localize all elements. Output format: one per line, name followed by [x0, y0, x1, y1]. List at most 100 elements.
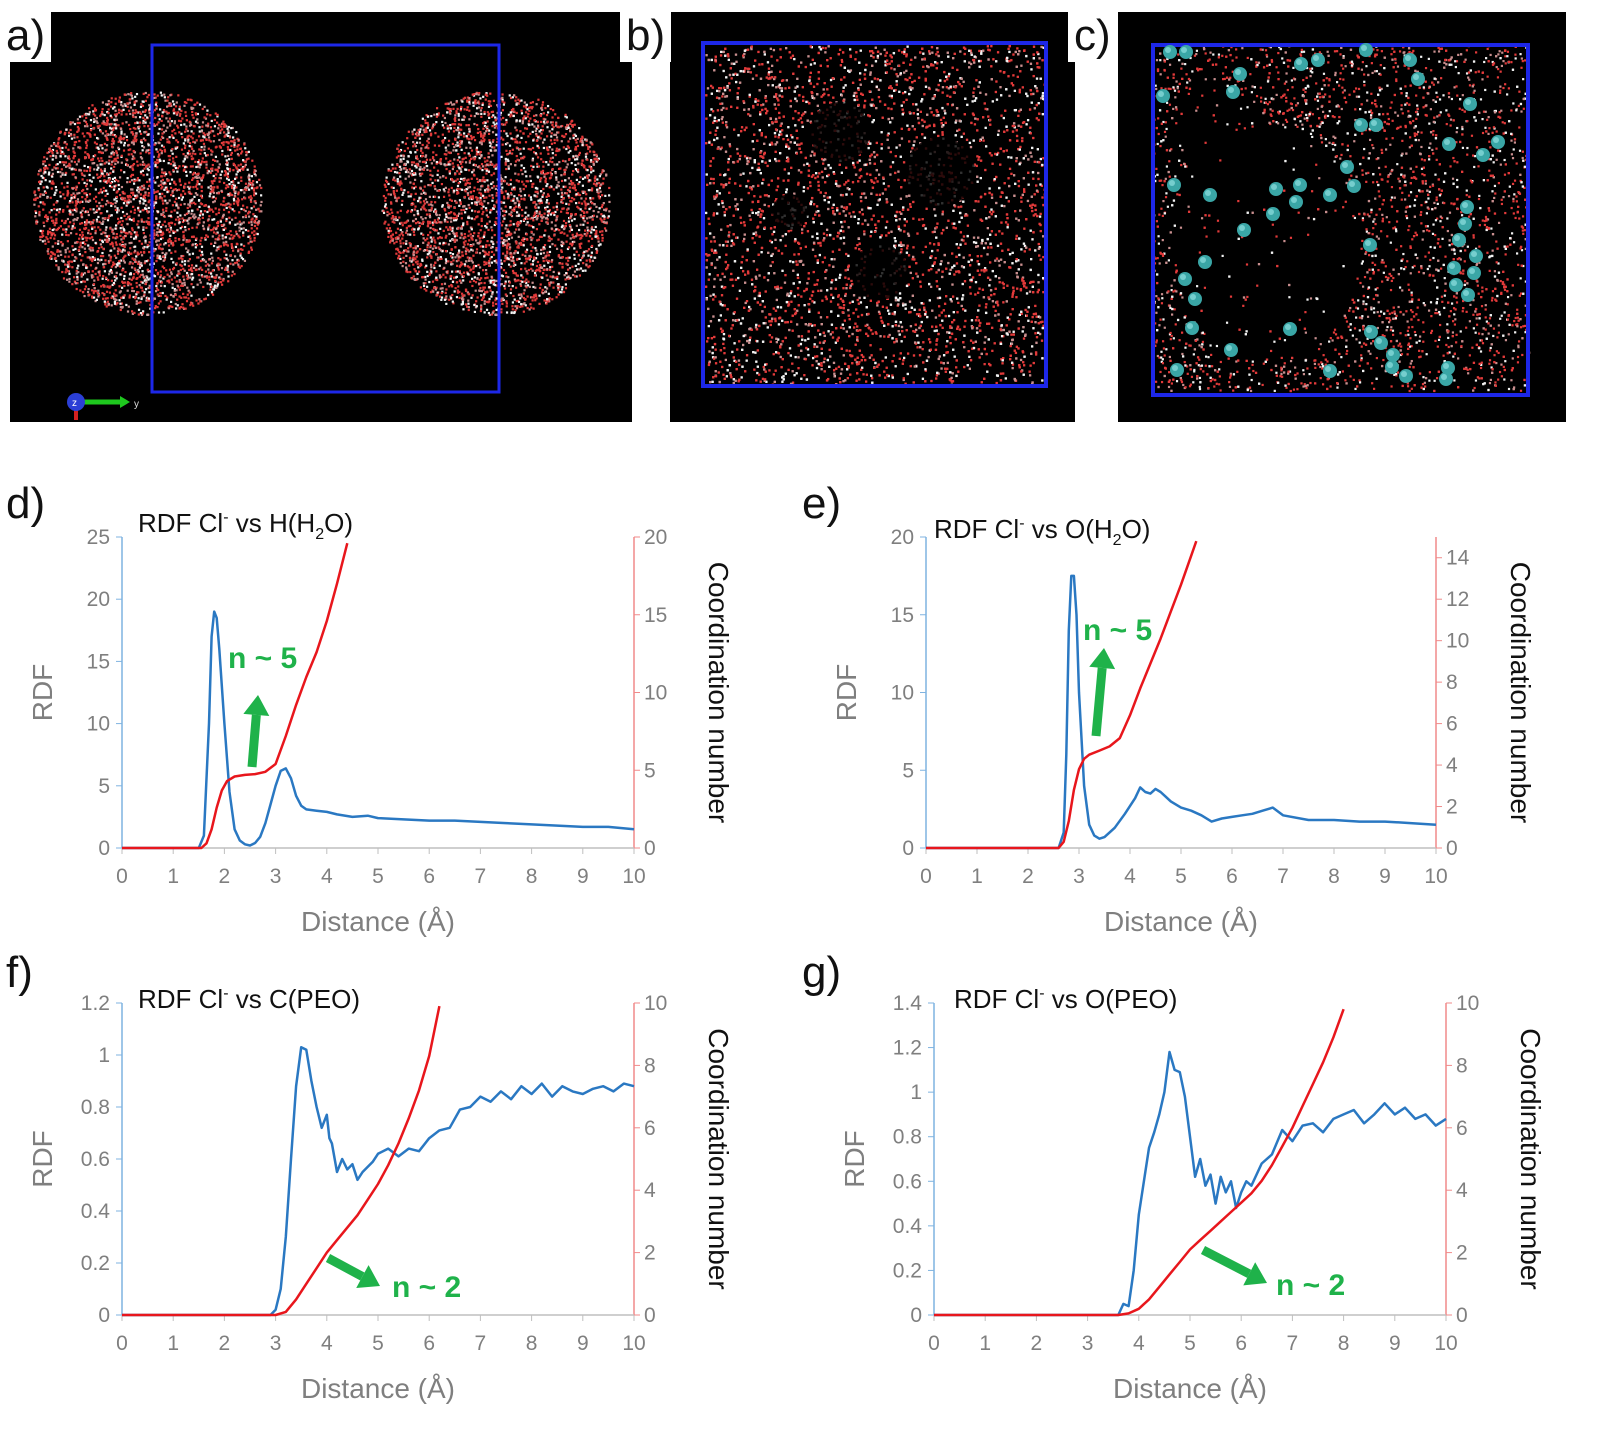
- y-tick-label: 5: [902, 759, 914, 782]
- x-tick-label: 3: [270, 1332, 282, 1355]
- x-axis-label: Distance (Å): [301, 906, 455, 937]
- y-tick-label: 5: [98, 775, 110, 798]
- y-tick-label: 1: [910, 1081, 922, 1104]
- panel-label-b: b): [620, 10, 672, 62]
- y2-tick-label: 0: [1456, 1304, 1468, 1327]
- x-tick-label: 8: [526, 1332, 538, 1355]
- y2-tick-label: 5: [644, 759, 656, 782]
- annotation-arrowhead: [243, 695, 270, 717]
- x-tick-label: 4: [1133, 1332, 1145, 1355]
- chart-panel-e: e)0 1 2 3 4 5 6 7 8 9 100510152002468101214Distanc…: [802, 479, 1536, 937]
- y2-tick-label: 20: [644, 526, 667, 549]
- x-tick-label: 1: [971, 865, 983, 888]
- y-tick-label: 0.8: [893, 1126, 922, 1149]
- x-tick-label: 6: [423, 1332, 435, 1355]
- x-tick-label: 0: [116, 865, 128, 888]
- rdf-series-line: [926, 574, 1437, 850]
- y-tick-label: 1: [98, 1044, 110, 1067]
- x-tick-label: 10: [622, 1332, 645, 1355]
- simulation-box: [1151, 43, 1530, 397]
- z-axis-label: z: [72, 398, 77, 409]
- simulation-box: [150, 43, 501, 394]
- panel-label: e): [802, 479, 841, 528]
- chart-panel-g: g) 0 1 2 3 4 5 6 7 8 9 10 0 0.2 0.4 0.6 0.8 1 1.2 1.4 0 2 4 6 8 1…: [802, 948, 1546, 1404]
- x-tick-label: 4: [1124, 865, 1136, 888]
- x-tick-label: 3: [1073, 865, 1085, 888]
- x-tick-label: 8: [1328, 865, 1340, 888]
- y2-tick-label: 6: [1446, 713, 1458, 736]
- y2-tick-label: 10: [644, 992, 667, 1015]
- x-tick-label: 4: [321, 865, 333, 888]
- coordination-series-line: [934, 1008, 1345, 1317]
- annotation-arrowhead: [1243, 1262, 1267, 1286]
- y-tick-label: 0.6: [893, 1170, 922, 1193]
- y2-tick-label: 0: [1446, 837, 1458, 860]
- chloride-ions: [1156, 43, 1505, 386]
- x-tick-label: 2: [219, 865, 231, 888]
- y-tick-label: 0: [902, 837, 914, 860]
- y2-tick-label: 0: [644, 1304, 656, 1327]
- y-tick-label: 20: [87, 588, 110, 611]
- y-tick-label: 1.2: [893, 1037, 922, 1060]
- x-tick-label: 6: [1235, 1332, 1247, 1355]
- y2-tick-label: 4: [1446, 754, 1458, 777]
- x-tick-label: 10: [1424, 865, 1447, 888]
- x-tick-label: 10: [1434, 1332, 1457, 1355]
- x-tick-label: 3: [1082, 1332, 1094, 1355]
- chart-title: RDF Cl- vs C(PEO): [138, 984, 360, 1014]
- y-tick-label: 20: [891, 526, 914, 549]
- x-tick-label: 7: [475, 1332, 487, 1355]
- annotation-arrowhead: [356, 1265, 380, 1288]
- y-arrowhead: [120, 396, 130, 408]
- x-tick-label: 2: [1022, 865, 1034, 888]
- y2-tick-label: 15: [644, 604, 667, 627]
- chart-panel-d: d) 0 1 2 3 4 5 6 7 8 9 10 0 5 10 15 20 25 0 5 10 15 20 Distance…: [6, 479, 734, 937]
- water-molecules: [381, 91, 611, 317]
- y-tick-label: 0: [98, 1304, 110, 1327]
- x-tick-label: 5: [1175, 865, 1187, 888]
- y-tick-label: 0.4: [81, 1200, 111, 1223]
- y2-tick-label: 8: [1456, 1054, 1468, 1077]
- x-tick-label: 10: [622, 865, 645, 888]
- y-axis-label: RDF: [831, 664, 862, 722]
- x-tick-label: 9: [577, 1332, 589, 1355]
- chart-title: RDF Cl- vs O(H2O): [934, 514, 1150, 549]
- y-tick-label: 0: [98, 837, 110, 860]
- coordination-series-line: [122, 1005, 441, 1317]
- x-tick-label: 0: [928, 1332, 940, 1355]
- chart-title: RDF Cl- vs O(PEO): [954, 984, 1177, 1014]
- panel-label: g): [802, 948, 841, 997]
- y2-axis-label: Coordination number: [703, 562, 734, 824]
- snapshot-b-svg: [701, 41, 1048, 388]
- coordination-series-line: [122, 542, 349, 850]
- x-tick-label: 0: [116, 1332, 128, 1355]
- y2-tick-label: 2: [1456, 1242, 1468, 1265]
- y-tick-label: 0: [910, 1304, 922, 1327]
- x-tick-label: 5: [372, 1332, 384, 1355]
- y-axis-label: RDF: [839, 1130, 870, 1188]
- chart-panel-f: f) 0 1 2 3 4 5 6 7 8 9 10 0 0.2 0.4 0.6 0.8 1 1.2 0 2 4 6 8 10 Di…: [6, 948, 734, 1404]
- x-tick-label: 1: [167, 1332, 179, 1355]
- panel-label-c: c): [1068, 10, 1117, 62]
- n-approx-2-annotation: n ~ 2: [1276, 1269, 1345, 1302]
- y-tick-label: 15: [87, 650, 110, 673]
- x-tick-label: 8: [526, 865, 538, 888]
- annotation-arrow-shaft: [1200, 1246, 1252, 1278]
- y2-tick-label: 4: [644, 1179, 656, 1202]
- rdf-series-line: [934, 1050, 1447, 1317]
- x-axis-label: Distance (Å): [1104, 906, 1258, 937]
- x-tick-label: 6: [1226, 865, 1238, 888]
- snapshot-c-svg: [1151, 43, 1531, 397]
- snapshot-panel-b: [670, 12, 1075, 422]
- y-tick-label: 0.2: [81, 1252, 110, 1275]
- y-tick-label: 0.8: [81, 1096, 110, 1119]
- y-tick-label: 10: [891, 682, 914, 705]
- x-tick-label: 1: [167, 865, 179, 888]
- panel-label: f): [6, 948, 33, 997]
- y2-tick-label: 10: [1456, 992, 1479, 1015]
- y2-tick-label: 2: [1446, 796, 1458, 819]
- y-axis-label: y: [134, 399, 139, 410]
- annotation-arrowhead: [1089, 648, 1116, 670]
